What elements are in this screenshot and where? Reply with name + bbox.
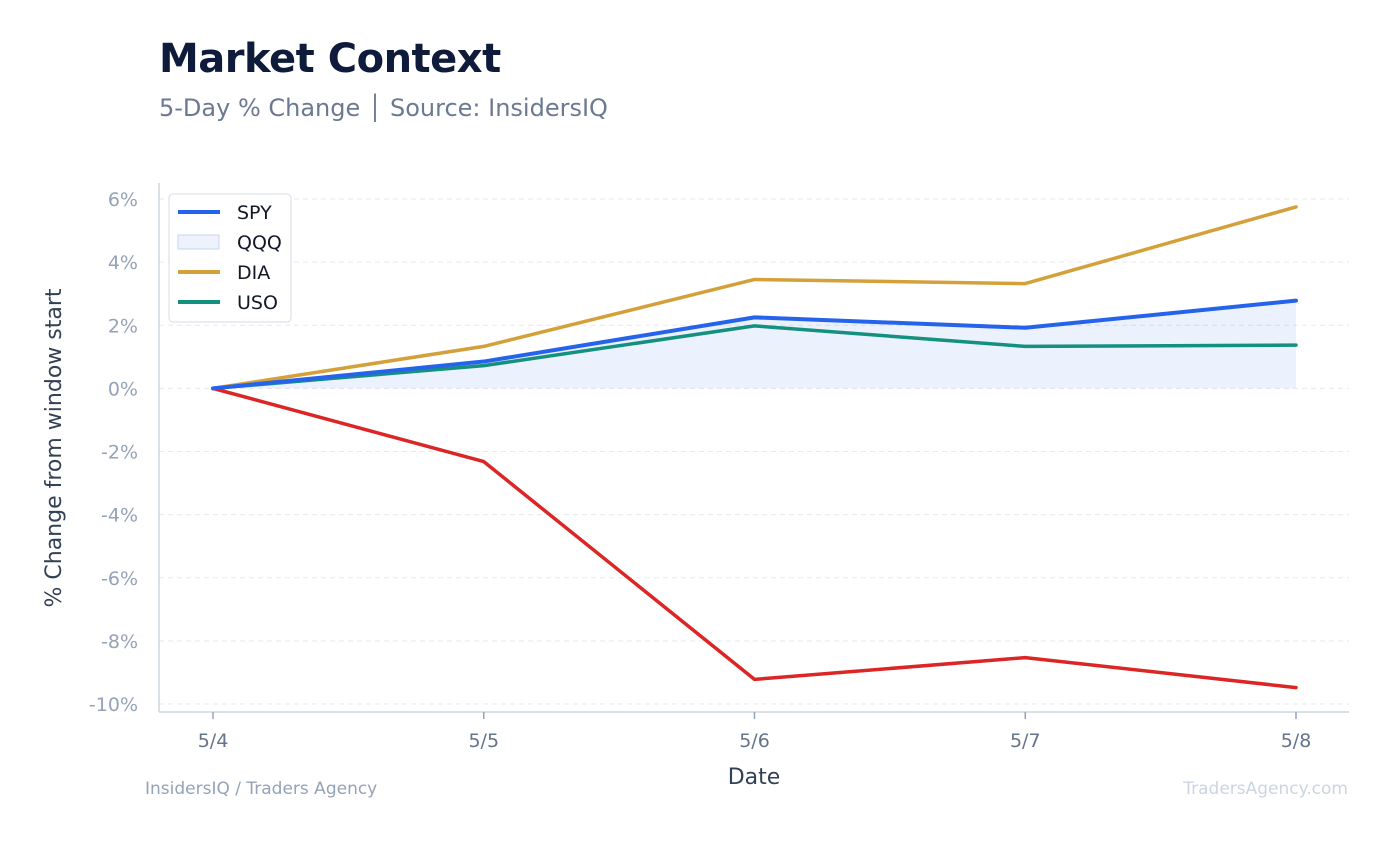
x-tick-label: 5/8 bbox=[1281, 730, 1312, 752]
y-tick-label: -2% bbox=[101, 442, 138, 464]
uso-series-line bbox=[211, 324, 1298, 391]
y-tick-label: 0% bbox=[108, 378, 138, 400]
x-tick-label: 5/6 bbox=[739, 730, 770, 752]
y-tick-label: -6% bbox=[101, 568, 138, 590]
x-tick-label: 5/7 bbox=[1010, 730, 1041, 752]
x-tick-label: 5/5 bbox=[468, 730, 499, 752]
legend-label-uso: USO bbox=[237, 292, 278, 314]
dia-series-line bbox=[211, 205, 1298, 391]
x-axis-label: Date bbox=[728, 765, 781, 790]
legend-swatch-qqq bbox=[177, 234, 220, 250]
y-tick-label: 4% bbox=[108, 252, 138, 274]
footer-credit: InsidersIQ / Traders Agency bbox=[145, 779, 378, 799]
y-tick-label: -10% bbox=[89, 694, 138, 716]
footer-site: TradersAgency.com bbox=[1183, 779, 1348, 799]
legend-label-qqq: QQQ bbox=[237, 232, 282, 254]
spy-series-line bbox=[211, 298, 1298, 391]
legend-box bbox=[168, 193, 292, 323]
y-axis-label: % Change from window start bbox=[42, 288, 67, 607]
x-tick-label: 5/4 bbox=[198, 730, 229, 752]
legend-label-spy: SPY bbox=[237, 202, 272, 224]
y-tick-label: 6% bbox=[108, 189, 138, 211]
legend-label-dia: DIA bbox=[237, 262, 270, 284]
y-tick-label: -8% bbox=[101, 631, 138, 653]
unnamed-series-line bbox=[211, 386, 1298, 690]
chart-subtitle: 5-Day % Change │ Source: InsidersIQ bbox=[159, 94, 608, 122]
y-tick-label: 2% bbox=[108, 315, 138, 337]
chart-title: Market Context bbox=[159, 36, 501, 82]
y-tick-label: -4% bbox=[101, 505, 138, 527]
